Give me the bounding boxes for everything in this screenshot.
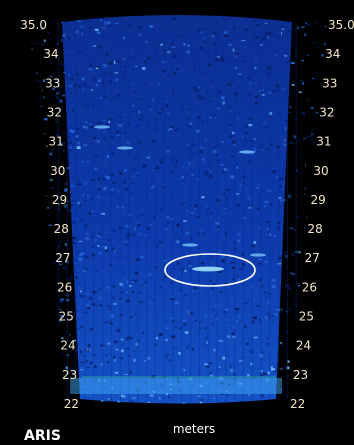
left-range-label: 31: [48, 135, 63, 149]
left-range-label: 29: [52, 193, 67, 207]
sonar-texture: [30, 15, 328, 405]
right-range-label: 32: [319, 105, 334, 119]
left-range-label: 28: [54, 222, 69, 236]
right-range-label: 24: [296, 339, 311, 353]
right-range-label: 35.0: [328, 18, 354, 32]
right-range-label: 28: [308, 222, 323, 236]
left-range-label: 33: [45, 76, 60, 90]
right-range-label: 34: [325, 47, 340, 61]
left-range-label: 35.0: [20, 18, 47, 32]
units-label: meters: [173, 422, 215, 436]
right-range-label: 27: [305, 251, 320, 265]
right-range-label: 25: [299, 310, 314, 324]
left-range-label: 26: [57, 280, 72, 294]
left-range-label: 22: [64, 397, 79, 411]
right-range-label: 33: [322, 76, 337, 90]
right-range-label: 31: [316, 135, 331, 149]
left-range-label: 34: [43, 47, 58, 61]
right-range-label: 23: [293, 368, 308, 382]
right-range-scale: 35.0 34 33 32 31 30 29 28 27 26 25 24 23 22: [290, 18, 354, 411]
left-range-label: 24: [60, 339, 75, 353]
right-range-label: 26: [302, 280, 317, 294]
left-range-label: 30: [50, 164, 65, 178]
left-range-label: 32: [47, 105, 62, 119]
left-range-label: 27: [55, 251, 70, 265]
right-range-label: 29: [310, 193, 325, 207]
right-range-label: 30: [313, 164, 328, 178]
left-range-label: 23: [62, 368, 77, 382]
left-range-label: 25: [59, 310, 74, 324]
sensor-name: ARIS: [24, 428, 61, 444]
right-range-label: 22: [290, 397, 305, 411]
target-ellipse: [164, 253, 256, 287]
sonar-fan: [62, 15, 292, 404]
left-range-scale: 35.0 34 33 32 31 30 29 28 27 26 25 24 23 22: [20, 18, 79, 411]
